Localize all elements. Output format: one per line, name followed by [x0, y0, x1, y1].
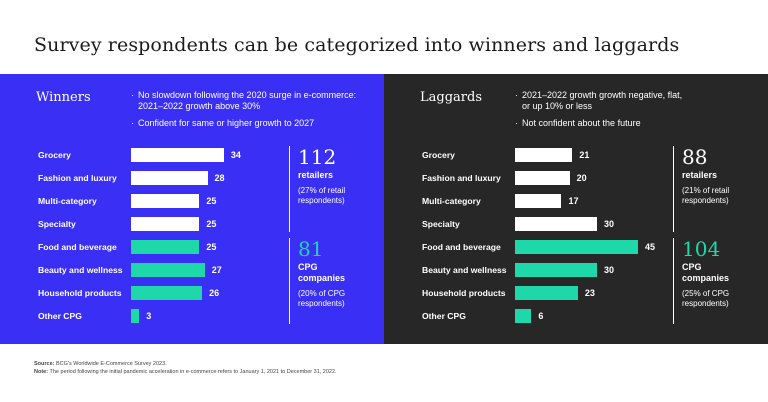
- winners-value-food-and-beverage: 25: [206, 242, 217, 252]
- winners-bar-household-products: [131, 286, 203, 300]
- source-line: Source: BCG's Worldwide E-Commerce Surve…: [34, 360, 337, 368]
- laggards-title: Laggards: [420, 90, 482, 105]
- winners-bar-beauty-and-wellness: [131, 263, 205, 277]
- laggards-label-beauty-and-wellness: Beauty and wellness: [422, 265, 507, 275]
- winners-criterion: Confident for same or higher growth to 2…: [131, 118, 371, 129]
- laggards-label-multi-category: Multi-category: [422, 196, 481, 206]
- note-line: Note: The period following the initial p…: [34, 368, 337, 376]
- laggards-bar-fashion-and-luxury: [515, 171, 570, 185]
- winners-label-multi-category: Multi-category: [38, 196, 97, 206]
- winners-criterion: No slowdown following the 2020 surge in …: [131, 90, 371, 112]
- laggards-criterion: 2021–2022 growth growth negative, flat, …: [515, 90, 687, 112]
- winners-value-grocery: 34: [230, 150, 241, 160]
- laggards-bar-specialty: [515, 217, 597, 231]
- laggards-criterion: Not confident about the future: [515, 118, 755, 129]
- laggards-label-other-cpg: Other CPG: [422, 311, 466, 321]
- winners-bar-grocery: [131, 148, 224, 162]
- laggards-retail-divider: [673, 146, 674, 232]
- winners-bar-fashion-and-luxury: [131, 171, 208, 185]
- winners-panel: Winners No slowdown following the 2020 s…: [0, 74, 384, 344]
- winners-label-household-products: Household products: [38, 288, 122, 298]
- winners-label-grocery: Grocery: [38, 150, 71, 160]
- laggards-cpg-unit: CPG companies: [682, 262, 730, 283]
- laggards-cpg-count: 104: [682, 237, 721, 261]
- laggards-bar-beauty-and-wellness: [515, 263, 597, 277]
- laggards-retail-note: (21% of retail respondents): [682, 186, 730, 205]
- laggards-label-specialty: Specialty: [422, 219, 460, 229]
- note-label: Note:: [34, 369, 49, 375]
- laggards-label-household-products: Household products: [422, 288, 506, 298]
- winners-value-multi-category: 25: [206, 196, 217, 206]
- laggards-bar-food-and-beverage: [515, 240, 638, 254]
- laggards-cpg-divider: [673, 238, 674, 324]
- laggards-retail-count: 88: [682, 145, 708, 169]
- winners-bar-food-and-beverage: [131, 240, 200, 254]
- laggards-value-specialty: 30: [604, 219, 615, 229]
- winners-bar-specialty: [131, 217, 200, 231]
- laggards-panel: Laggards 2021–2022 growth growth negativ…: [384, 74, 768, 344]
- laggards-bar-multi-category: [515, 194, 562, 208]
- laggards-retail-unit: retailers: [682, 170, 718, 180]
- winners-value-beauty-and-wellness: 27: [211, 265, 222, 275]
- laggards-value-other-cpg: 6: [538, 311, 544, 321]
- winners-value-other-cpg: 3: [146, 311, 152, 321]
- winners-label-beauty-and-wellness: Beauty and wellness: [38, 265, 123, 275]
- winners-retail-unit: retailers: [298, 170, 334, 180]
- laggards-value-beauty-and-wellness: 30: [604, 265, 615, 275]
- source-text: BCG's Worldwide E-Commerce Survey 2023.: [56, 361, 167, 367]
- footer: Source: BCG's Worldwide E-Commerce Surve…: [34, 360, 337, 376]
- laggards-bar-household-products: [515, 286, 578, 300]
- laggards-value-multi-category: 17: [568, 196, 579, 206]
- laggards-cpg-stat: 104 CPG companies (25% of CPG respondent…: [682, 238, 752, 309]
- winners-cpg-divider: [289, 238, 290, 324]
- winners-value-fashion-and-luxury: 28: [214, 173, 225, 183]
- winners-retail-divider: [289, 146, 290, 232]
- winners-label-fashion-and-luxury: Fashion and luxury: [38, 173, 117, 183]
- laggards-criteria: 2021–2022 growth growth negative, flat, …: [515, 90, 755, 135]
- winners-retail-stat: 112 retailers (27% of retail respondents…: [298, 146, 384, 206]
- winners-title: Winners: [36, 90, 91, 105]
- winners-bar-other-cpg: [131, 309, 140, 323]
- laggards-value-household-products: 23: [584, 288, 595, 298]
- winners-cpg-stat: 81 CPG companies (20% of CPG respondents…: [298, 238, 384, 309]
- laggards-bar-other-cpg: [515, 309, 532, 323]
- winners-cpg-count: 81: [298, 237, 324, 261]
- winners-label-food-and-beverage: Food and beverage: [38, 242, 117, 252]
- laggards-value-food-and-beverage: 45: [645, 242, 656, 252]
- winners-criteria: No slowdown following the 2020 surge in …: [131, 90, 371, 135]
- winners-value-specialty: 25: [206, 219, 217, 229]
- winners-label-specialty: Specialty: [38, 219, 76, 229]
- source-label: Source:: [34, 361, 55, 367]
- laggards-value-fashion-and-luxury: 20: [576, 173, 587, 183]
- winners-label-other-cpg: Other CPG: [38, 311, 82, 321]
- winners-retail-note: (27% of retail respondents): [298, 186, 346, 205]
- laggards-bar-grocery: [515, 148, 573, 162]
- laggards-cpg-note: (25% of CPG respondents): [682, 289, 730, 308]
- winners-bar-multi-category: [131, 194, 200, 208]
- page-title: Survey respondents can be categorized in…: [34, 34, 680, 56]
- winners-retail-count: 112: [298, 145, 337, 169]
- laggards-value-grocery: 21: [579, 150, 590, 160]
- laggards-label-food-and-beverage: Food and beverage: [422, 242, 501, 252]
- laggards-label-fashion-and-luxury: Fashion and luxury: [422, 173, 501, 183]
- note-text: The period following the initial pandemi…: [49, 369, 337, 375]
- winners-cpg-note: (20% of CPG respondents): [298, 289, 346, 308]
- laggards-retail-stat: 88 retailers (21% of retail respondents): [682, 146, 752, 206]
- laggards-label-grocery: Grocery: [422, 150, 455, 160]
- winners-value-household-products: 26: [209, 288, 220, 298]
- winners-cpg-unit: CPG companies: [298, 262, 346, 283]
